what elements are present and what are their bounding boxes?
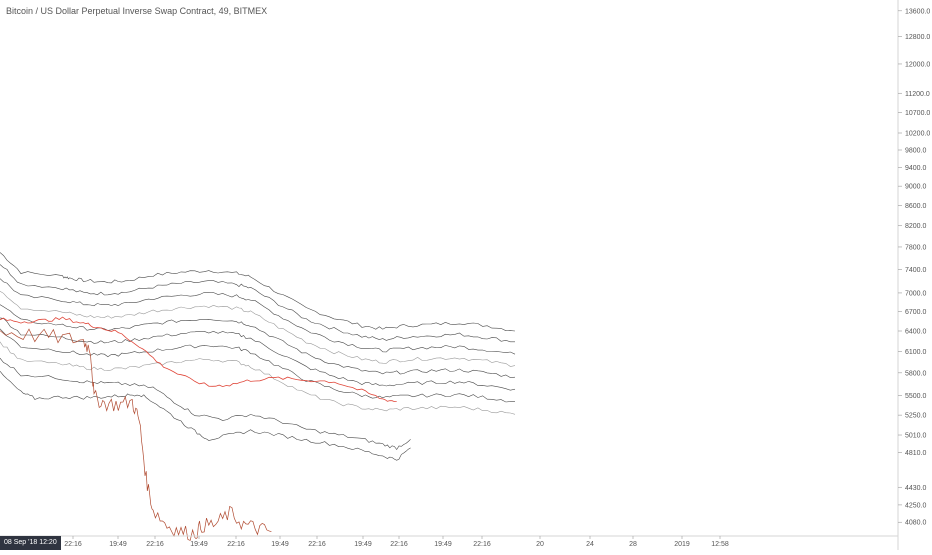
x-tick-label: 24 [586, 541, 594, 548]
x-tick-label: 22:16 [308, 541, 326, 548]
x-tick-label: 19:49 [354, 541, 372, 548]
y-tick-label: 11200.0 [905, 91, 930, 98]
series-line-12 [0, 328, 272, 541]
y-tick-label: 13600.0 [905, 8, 930, 15]
series-layer [0, 252, 516, 541]
series-line-3 [0, 278, 516, 355]
price-axis[interactable]: 13600.0 12800.0 12000.0 11200.0 10700.0 10200… [898, 8, 930, 527]
y-tick-label: 4080.0 [905, 520, 927, 527]
y-tick-label: 7000.0 [905, 290, 927, 297]
series-line-1 [0, 252, 516, 332]
series-line-2 [0, 264, 515, 343]
series-line-9 [0, 357, 411, 451]
x-tick-label: 19:49 [271, 541, 289, 548]
x-tick-label: 28 [629, 541, 637, 548]
series-line-6 [0, 317, 516, 391]
y-tick-label: 5500.0 [905, 393, 927, 400]
x-tick-label: 19:49 [190, 541, 208, 548]
x-tick-label: 22:16 [473, 541, 491, 548]
time-cursor-badge: 08 Sep '18 12:20 [0, 536, 61, 550]
x-tick-label: 2019 [674, 541, 690, 548]
x-tick-label: 19:49 [434, 541, 452, 548]
y-tick-label: 5010.0 [905, 433, 927, 440]
y-tick-label: 4250.0 [905, 502, 927, 509]
x-tick-label: 20 [536, 541, 544, 548]
time-axis[interactable]: 22:16 19:49 22:16 19:49 22:16 19:49 22:16 19:49… [64, 536, 729, 548]
x-tick-label: 22:16 [146, 541, 164, 548]
y-tick-label: 8600.0 [905, 203, 927, 210]
x-tick-label: 22:16 [227, 541, 245, 548]
y-tick-label: 12800.0 [905, 34, 930, 41]
y-tick-label: 7400.0 [905, 267, 927, 274]
series-line-11 [0, 316, 397, 402]
y-tick-label: 4430.0 [905, 485, 927, 492]
x-tick-label: 22:16 [64, 541, 82, 548]
y-tick-label: 6400.0 [905, 328, 927, 335]
y-tick-label: 9800.0 [905, 147, 927, 154]
y-tick-label: 4810.0 [905, 450, 927, 457]
chart-title: Bitcoin / US Dollar Perpetual Inverse Sw… [6, 6, 268, 16]
y-tick-label: 9000.0 [905, 184, 927, 191]
y-tick-label: 7800.0 [905, 244, 927, 251]
y-tick-label: 12000.0 [905, 61, 930, 68]
y-tick-label: 10200.0 [905, 131, 930, 138]
y-tick-label: 5800.0 [905, 370, 927, 377]
y-tick-label: 10700.0 [905, 110, 930, 117]
y-tick-label: 9400.0 [905, 165, 927, 172]
y-tick-label: 6700.0 [905, 309, 927, 316]
x-tick-label: 19:49 [109, 541, 127, 548]
y-tick-label: 6100.0 [905, 349, 927, 356]
y-tick-label: 8200.0 [905, 223, 927, 230]
y-tick-label: 5250.0 [905, 413, 927, 420]
series-line-10 [0, 371, 411, 461]
series-line-5 [0, 304, 516, 378]
series-line-8 [0, 341, 516, 415]
x-tick-label: 12:58 [711, 541, 729, 548]
x-tick-label: 22:16 [390, 541, 408, 548]
series-line-4 [0, 291, 516, 367]
